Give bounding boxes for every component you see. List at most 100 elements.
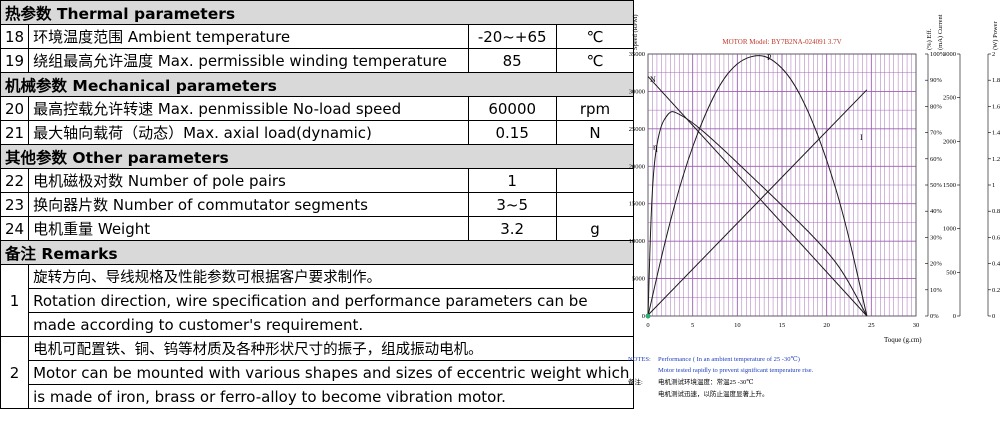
x-tick-label: 15 [779,322,786,329]
x-axis-title: Toque (g.cm) [884,336,922,344]
row-number: 19 [0,48,30,73]
power-tick-label: 1.6 [992,103,1000,110]
eff-tick-label: 0% [930,313,939,320]
power-tick-label: 0.2 [992,287,1000,294]
eff-tick-label: 30% [930,234,943,241]
remark-line: is made of iron, brass or ferro-alloy to… [1,384,635,409]
x-tick-label: 25 [868,322,875,329]
curve-efficiency [647,111,868,317]
power-tick-label: 2 [992,51,995,58]
curve-speed [647,76,868,317]
parameter-name: 换向器片数 Number of commutator segments [28,192,469,217]
curve-current [647,89,868,316]
remark-line: Rotation direction, wire specification a… [1,288,635,313]
speed-tick-label: 20000 [629,163,645,170]
row-number: 22 [0,168,30,193]
row-number: 24 [0,216,30,241]
power-tick-label: 0.8 [992,208,1000,215]
eff-tick-label: 70% [930,130,943,137]
curve-power [647,55,868,317]
parameter-name: 绕组最高允许温度 Max. permissible winding temper… [28,48,469,73]
curve-label-current: I [860,133,863,142]
remark-text: Motor can be mounted with various shapes… [28,360,635,385]
parameter-value: 85 [467,48,557,73]
current-tick-label: 2500 [943,95,956,102]
x-tick-label: 0 [646,322,649,329]
speed-tick-label: 30000 [629,88,645,95]
remark-line: Motor can be mounted with various shapes… [1,360,635,385]
current-tick-label: 500 [946,269,956,276]
row-number: 21 [0,120,30,145]
row-number: 20 [0,96,30,121]
remark-number: 1 [0,264,30,337]
parameter-value: 60000 [467,96,557,121]
power-tick-label: 1.2 [992,156,1000,163]
speed-axis-title: Speed (RPM) [632,14,639,50]
power-tick-label: 0 [992,313,995,320]
section-title: 其他参数 Other parameters [0,144,635,169]
table-row: 23 换向器片数 Number of commutator segments 3~5 [0,192,635,217]
current-tick-label: 0 [953,313,956,320]
remark-line: 2 电机可配置铁、铜、钨等材质及各种形状尺寸的振子，组成振动电机。 [0,336,635,409]
remarks-header: 备注 Remarks [0,240,635,265]
origin-marker [645,313,651,319]
eff-tick-label: 90% [930,77,943,84]
speed-tick-label: 10000 [629,238,645,245]
notes-line-1: Performance ( In an ambient temperature … [658,355,800,363]
table-row: 19 绕组最高允许温度 Max. permissible winding temp… [0,48,635,73]
section-title: 热参数 Thermal parameters [0,0,635,25]
parameter-unit: ℃ [555,24,635,49]
parameter-value: 1 [467,168,557,193]
plot-frame [647,53,917,317]
row-number: 23 [0,192,30,217]
parameter-unit: ℃ [555,48,635,73]
eff-tick-label: 50% [930,182,943,189]
chart-axes [647,53,991,317]
eff-tick-label: 10% [930,287,943,294]
parameter-unit [555,192,635,217]
parameter-value: -20~+65 [467,24,557,49]
parameter-name: 环境温度范围 Ambient temperature [28,24,469,49]
remark-text: Rotation direction, wire specification a… [28,288,635,313]
curve-label-speed: N [650,75,656,84]
table-row: 18 环境温度范围 Ambient temperature -20~+65 ℃ [0,24,635,49]
section-title: 机械参数 Mechanical parameters [0,72,635,97]
power-tick-label: 1.4 [992,130,1000,137]
x-tick-label: 20 [823,322,830,329]
remark-text: 旋转方向、导线规格及性能参数可根据客户要求制作。 [28,264,635,289]
table-row: 22 电机磁极对数 Number of pole pairs 1 [0,168,635,193]
x-tick-label: 30 [913,322,920,329]
parameter-name: 最大轴向载荷（动态）Max. axial load(dynamic) [28,120,469,145]
remark-number: 2 [0,336,30,409]
cn-notes-label: 备注: [628,377,643,386]
parameter-value: 3.2 [467,216,557,241]
parameter-value: 0.15 [467,120,557,145]
power-tick-label: 1 [992,182,995,189]
speed-tick-label: 25000 [629,126,645,133]
curve-label-power: P [767,53,772,62]
spec-table: 热参数 Thermal parameters 18 环境温度范围 Ambient t… [0,0,635,409]
remark-text: is made of iron, brass or ferro-alloy to… [28,384,635,409]
table-row: 21 最大轴向载荷（动态）Max. axial load(dynamic) 0.15… [0,120,635,145]
section-header: 其他参数 Other parameters [0,144,635,169]
x-tick-label: 10 [734,322,741,329]
current-tick-label: 1000 [943,226,956,233]
chart-title: MOTOR Model: BY7B2NA-024091 3.7V [722,38,841,46]
parameter-name: 电机重量 Weight [28,216,469,241]
cn-notes-line-2: 电机测试迅速，以防止温度显著上升。 [658,389,769,398]
notes-line-2: Motor tested rapidly to prevent signific… [658,367,814,374]
eff-tick-label: 20% [930,261,943,268]
current-axis-title: (mA) Current [937,14,944,50]
speed-tick-label: 35000 [629,51,645,58]
cn-notes-line-1: 电机测试环境温度：常温25 -30℃ [658,377,754,386]
remarks-title: 备注 Remarks [0,240,635,265]
chart-curves [645,55,868,319]
eff-tick-label: 100% [930,51,946,58]
table-row: 24 电机重量 Weight 3.2 g [0,216,635,241]
remark-text: 电机可配置铁、铜、钨等材质及各种形状尺寸的振子，组成振动电机。 [28,336,635,361]
current-tick-label: 1500 [943,182,956,189]
current-tick-label: 3000 [943,51,956,58]
power-axis-title: (W) Power [992,20,999,50]
remark-line: made according to customer's requirement… [1,312,635,337]
table-row: 20 最高控载允许转速 Max. penmissible No-load spee… [0,96,635,121]
